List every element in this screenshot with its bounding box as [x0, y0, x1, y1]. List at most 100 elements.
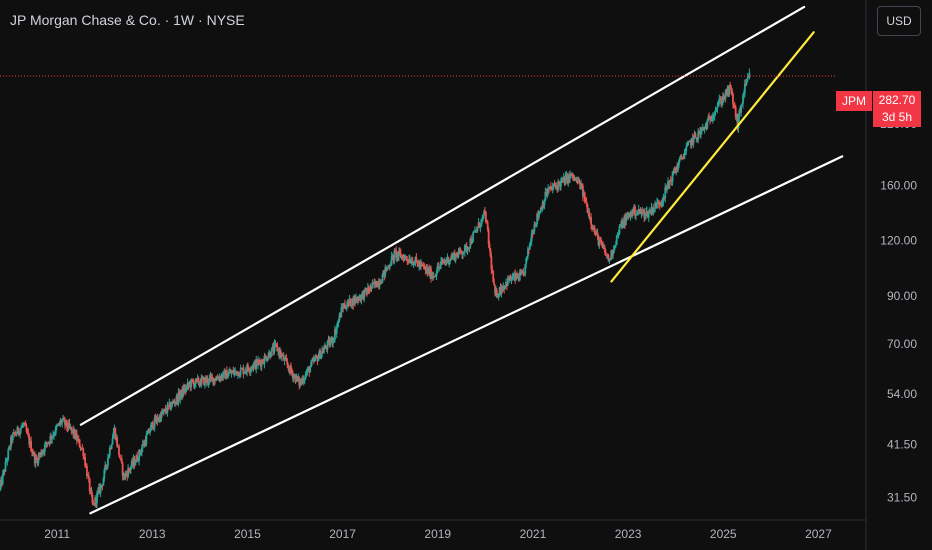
candle-up — [719, 98, 722, 100]
drawings-layer[interactable] — [79, 5, 844, 515]
candle-down — [426, 267, 429, 274]
candle-up — [737, 116, 740, 129]
candle-down — [437, 266, 440, 269]
candle-up — [647, 211, 650, 218]
candle-down — [366, 290, 368, 294]
candle-up — [267, 356, 270, 360]
candle-up — [425, 267, 428, 271]
candle-up — [496, 296, 499, 298]
candle-down — [172, 401, 175, 403]
candle-up — [249, 368, 252, 372]
candle-down — [64, 419, 66, 425]
candle-up — [162, 409, 165, 413]
candle-up — [745, 80, 748, 84]
yellow-trend-line[interactable] — [610, 31, 815, 283]
candle-up — [76, 439, 79, 441]
candle-up — [482, 215, 485, 218]
candle-up — [115, 437, 118, 440]
candle-down — [455, 253, 458, 256]
candle-up — [152, 427, 155, 429]
candle-up — [363, 289, 366, 300]
candle-down — [322, 350, 324, 353]
candle-up — [504, 285, 507, 289]
price-badge: JPM 282.70 3d 5h — [836, 91, 921, 127]
candle-down — [193, 382, 195, 387]
candle-up — [283, 358, 286, 361]
candle-down — [324, 345, 327, 348]
candle-down — [214, 378, 216, 381]
candle-up — [700, 130, 702, 135]
candle-up — [625, 216, 628, 217]
candle-up — [268, 352, 270, 357]
candle-up — [208, 378, 211, 383]
candle-up — [293, 375, 296, 377]
candle-up — [678, 157, 681, 161]
candle-up — [500, 288, 503, 294]
candle-up — [207, 382, 210, 384]
candle-up — [360, 294, 363, 300]
candle-down — [201, 377, 204, 379]
candle-down — [189, 383, 192, 388]
candle-down — [125, 473, 128, 475]
candle-up — [479, 226, 482, 228]
candle-down — [290, 365, 292, 372]
candle-down — [286, 361, 289, 366]
candle-up — [637, 209, 640, 213]
candle-up — [358, 297, 361, 301]
candle-up — [350, 305, 353, 307]
candle-down — [421, 264, 424, 266]
candle-up — [714, 111, 717, 113]
bar-countdown-label: 3d 5h — [881, 110, 913, 124]
candle-down — [217, 378, 220, 380]
candle-down — [550, 188, 553, 190]
candle-up — [202, 377, 205, 379]
candle-down — [237, 371, 240, 377]
candle-down — [261, 360, 264, 363]
candle-up — [130, 461, 133, 467]
candle-down — [362, 292, 365, 300]
candle-up — [89, 489, 92, 492]
candle-up — [0, 479, 2, 487]
candle-up — [457, 252, 460, 258]
candle-up — [304, 373, 307, 379]
candle-up — [721, 101, 723, 105]
candle-down — [705, 125, 708, 129]
candle-up — [313, 358, 316, 362]
candle-up — [61, 420, 64, 423]
candle-up — [686, 145, 689, 147]
candle-down — [74, 429, 76, 439]
candle-up — [664, 187, 667, 198]
candle-up — [662, 197, 665, 202]
candle-down — [592, 227, 594, 230]
channel-lower-line[interactable] — [89, 155, 844, 515]
candle-up — [255, 359, 258, 369]
candle-up — [711, 118, 713, 122]
candle-down — [136, 455, 139, 461]
currency-button[interactable]: USD — [877, 6, 921, 36]
candle-up — [56, 425, 59, 427]
candle-up — [252, 363, 255, 369]
candle-down — [570, 174, 572, 176]
candle-down — [638, 209, 641, 212]
candle-down — [736, 115, 739, 129]
channel-upper-line[interactable] — [79, 5, 806, 426]
candle-up — [657, 201, 659, 203]
candle-up — [620, 221, 623, 225]
time-axis[interactable]: 2011 2013 2015 2017 2019 2021 2023 2025 2027 — [44, 527, 832, 541]
candle-down — [503, 286, 506, 289]
candle-up — [515, 273, 517, 280]
candle-up — [215, 377, 218, 381]
candle-up — [186, 382, 189, 387]
candle-up — [622, 224, 625, 228]
candle-up — [49, 435, 52, 444]
candle-up — [302, 380, 305, 383]
candle-up — [677, 165, 679, 170]
candle-up — [323, 349, 325, 353]
candle-up — [67, 423, 70, 429]
candle-down — [559, 183, 561, 187]
candle-up — [646, 211, 648, 213]
candle-up — [312, 359, 314, 362]
candle-down — [109, 447, 112, 449]
candle-down — [422, 265, 425, 267]
